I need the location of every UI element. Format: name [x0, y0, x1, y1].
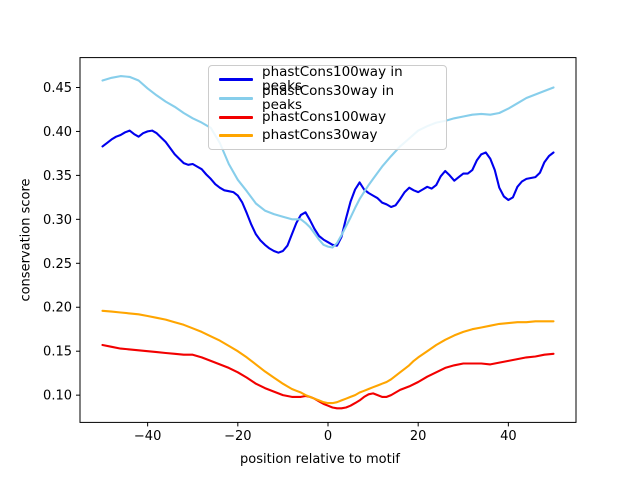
- legend-line-sample: [219, 134, 253, 138]
- legend-item-phastcons100way: phastCons100way: [219, 108, 438, 127]
- x-tick-label: 0: [324, 429, 332, 444]
- x-axis-label: position relative to motif: [240, 452, 400, 467]
- y-axis-label: conservation score: [18, 178, 34, 302]
- legend-item-phastcons100way-in-peaks: phastCons100way in peaks: [219, 65, 438, 92]
- y-tick-label: 0.10: [43, 389, 72, 404]
- legend: phastCons100way in peaks phastCons30way …: [208, 65, 447, 150]
- y-tick-label: 0.40: [43, 125, 72, 140]
- legend-line-sample: [219, 115, 253, 119]
- legend-label: phastCons30way in peaks: [262, 83, 395, 113]
- series-line-phastcons100way-in-peaks: [101, 129, 555, 254]
- series-line-phastcons100way: [101, 343, 555, 410]
- y-tick-label: 0.45: [43, 81, 72, 96]
- series-line-phastcons30way-in-peaks: [101, 75, 555, 249]
- x-tick-label: −20: [224, 429, 251, 444]
- legend-label: phastCons30way: [262, 127, 378, 143]
- legend-item-phastcons30way-in-peaks: phastCons30way in peaks: [219, 84, 438, 111]
- legend-line-sample: [219, 78, 253, 81]
- y-tick-label: 0.15: [43, 345, 72, 360]
- legend-label: phastCons100way: [262, 108, 387, 125]
- y-tick-label: 0.35: [43, 169, 72, 184]
- x-tick-label: 20: [410, 429, 427, 444]
- legend-line-sample: [219, 97, 253, 100]
- y-tick-label: 0.30: [43, 213, 72, 228]
- x-tick-label: 40: [500, 429, 517, 444]
- legend-item-phastcons30way: phastCons30way: [219, 127, 438, 146]
- legend-label: phastCons100way in peaks: [262, 64, 403, 94]
- x-tick-label: −40: [134, 429, 161, 444]
- y-tick-label: 0.25: [43, 257, 72, 272]
- series-line-phastcons30way: [101, 309, 555, 405]
- y-tick-label: 0.20: [43, 301, 72, 316]
